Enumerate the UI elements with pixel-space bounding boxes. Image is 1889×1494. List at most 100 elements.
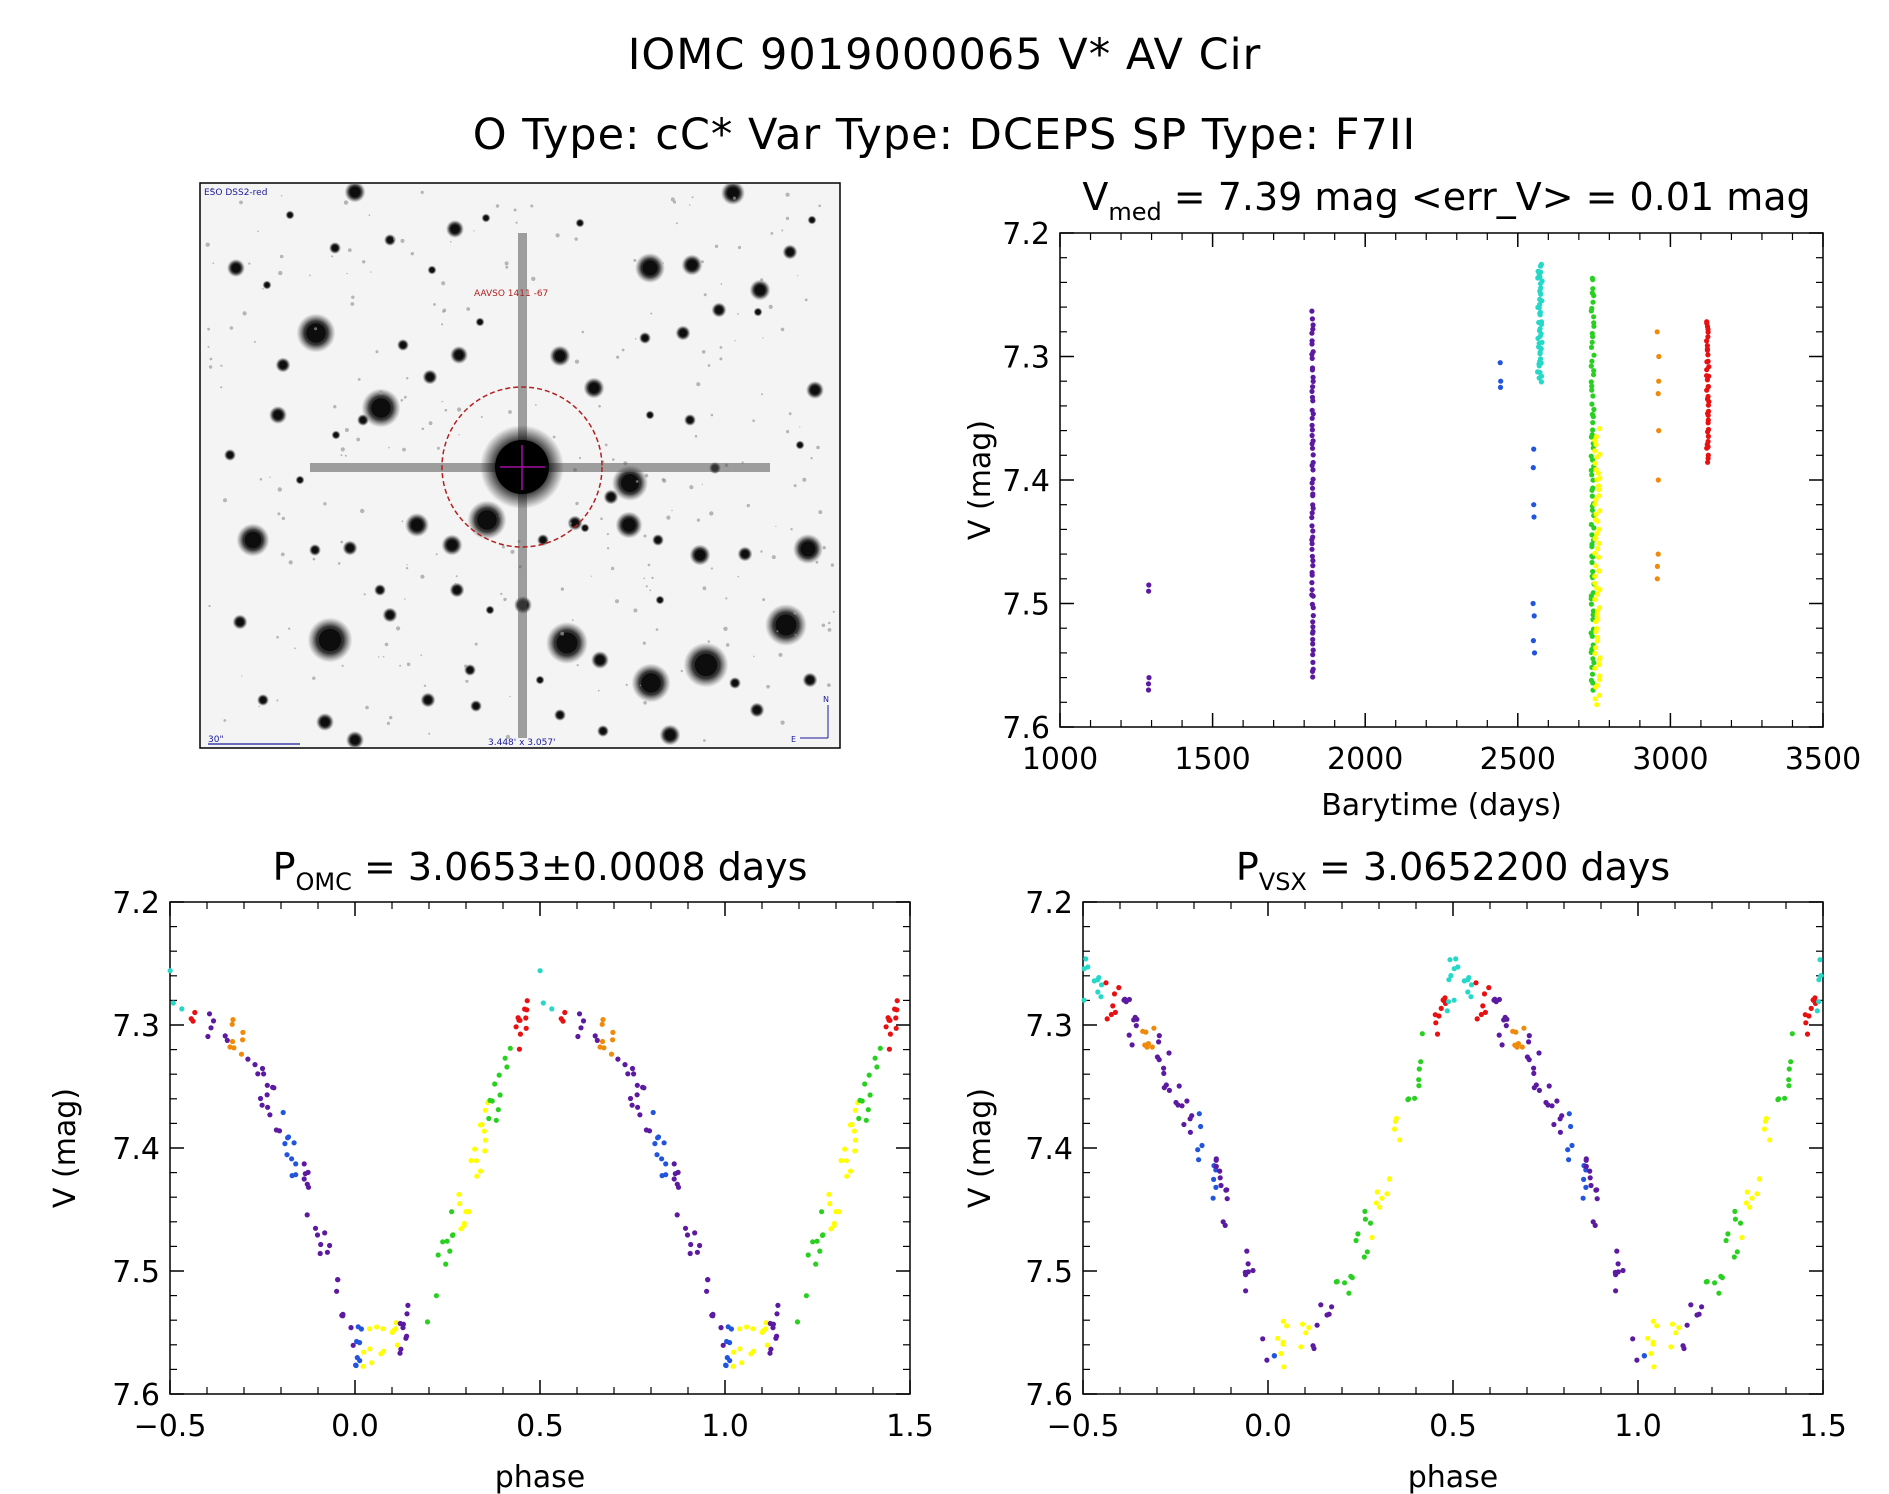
data-point [1536,363,1542,369]
faint-star-icon [830,563,835,567]
data-point [435,1252,441,1258]
y-tick-label: 7.6 [112,1378,160,1413]
data-point [774,1311,780,1317]
faint-star-icon [818,204,821,208]
data-point [625,1071,631,1077]
data-point [1808,1005,1814,1012]
faint-star-icon [639,684,642,687]
faint-star-icon [401,520,404,523]
data-point [643,1127,650,1133]
data-point [1802,1012,1808,1018]
data-point [1804,1031,1811,1037]
data-point [261,1071,267,1077]
data-point [1589,544,1595,550]
data-point [517,1031,524,1037]
faint-star-icon [723,626,728,631]
data-point [1538,291,1544,297]
data-point [1531,1070,1537,1076]
data-point [1734,1249,1740,1255]
data-point [1531,650,1538,656]
data-point [1580,1195,1586,1201]
data-point [704,1288,710,1294]
data-point [675,1169,681,1175]
data-point [267,1112,273,1118]
data-point [1589,401,1595,407]
data-point [1213,1184,1219,1190]
faint-star-icon [719,346,723,349]
data-point [1596,554,1602,560]
data-point [1095,989,1101,995]
data-point [394,1342,400,1348]
data-point [537,968,543,974]
data-point [1535,369,1541,375]
data-point [1355,1231,1361,1237]
data-point [1492,996,1498,1002]
data-point [634,1082,640,1088]
star-core-icon [641,673,661,693]
data-point [1789,1031,1795,1037]
star-core-icon [279,361,287,369]
faint-star-icon [340,454,343,457]
x-tick-label: 0.0 [1244,1409,1292,1444]
data-point [1732,1216,1738,1222]
faint-star-icon [508,410,512,414]
data-point [1593,684,1599,690]
faint-star-icon [333,405,337,409]
data-point [1704,338,1710,344]
data-point [1222,1222,1228,1228]
faint-star-icon [752,419,755,423]
data-point [1434,1031,1441,1037]
data-point [1588,434,1594,440]
data-point [1531,446,1537,452]
data-point [1589,671,1596,677]
faint-star-icon [513,208,517,212]
data-point [1309,580,1315,586]
faint-star-icon [269,476,271,478]
data-point [273,1127,279,1133]
data-point [863,1117,869,1123]
data-point [1531,613,1537,619]
data-point [1110,1003,1116,1009]
star-core-icon [664,729,676,741]
faint-star-icon [647,563,651,567]
y-tick-label: 7.2 [1025,886,1073,921]
data-point [1367,1220,1374,1226]
data-point [1156,1039,1162,1045]
data-point [1224,1196,1230,1202]
x-axis-label: phase [495,1460,586,1494]
data-point [576,1011,583,1017]
faint-star-icon [746,503,750,508]
data-point [524,998,530,1004]
data-point [1615,1261,1621,1267]
faint-star-icon [666,515,671,520]
data-point [1589,472,1595,478]
faint-star-icon [780,720,785,725]
star-core-icon [595,655,605,665]
data-point [641,1085,647,1091]
data-point [852,1137,859,1143]
data-point [482,1148,488,1154]
data-point [1250,1267,1256,1274]
data-point [872,1055,878,1061]
star-core-icon [429,267,435,273]
data-point [255,1071,261,1077]
data-point [1590,393,1596,399]
data-point [1447,957,1453,963]
faint-star-icon [762,598,766,602]
faint-star-icon [209,357,213,361]
x-tick-label: −0.5 [134,1409,207,1444]
data-point [1594,477,1600,483]
faint-star-icon [340,447,345,452]
data-point [353,1362,359,1368]
data-point [1156,1033,1162,1039]
faint-star-icon [331,255,334,258]
data-point [1589,383,1595,389]
data-point [1318,1302,1324,1308]
star-core-icon [453,586,461,594]
data-point [1589,387,1595,393]
data-point [1594,702,1600,708]
data-point [1353,1237,1359,1244]
data-point [1310,641,1316,647]
star-core-icon [424,696,432,704]
